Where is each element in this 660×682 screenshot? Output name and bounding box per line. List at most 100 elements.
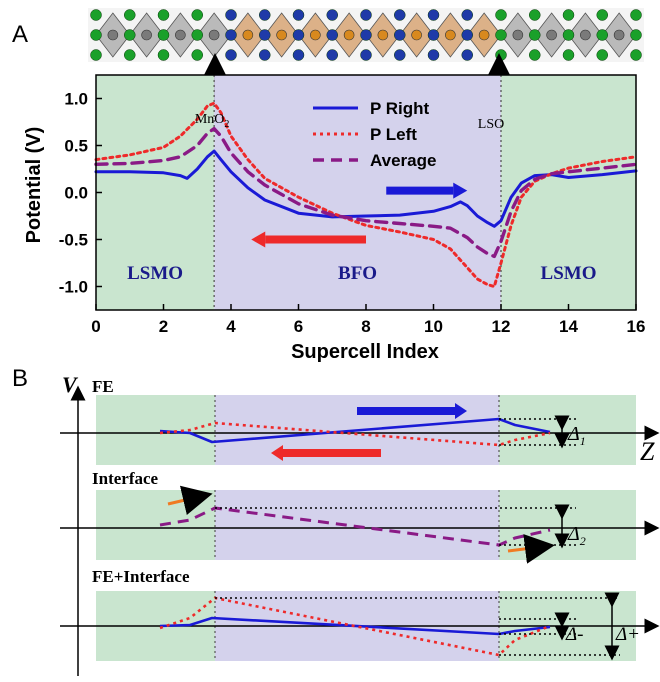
interface-label-main: MnO <box>195 112 225 127</box>
a-site-atom <box>596 49 608 61</box>
a-site-atom <box>529 9 541 21</box>
a-site-atom <box>225 49 237 61</box>
a-site-atom <box>191 9 203 21</box>
series-line-average <box>94 126 638 259</box>
a-site-atom <box>461 29 473 41</box>
a-site-atom <box>292 9 305 21</box>
panel-a-label: A <box>12 21 28 48</box>
interface-label-subscript: 2 <box>224 119 229 130</box>
a-site-atom <box>292 29 305 41</box>
b-site-atom <box>343 29 355 41</box>
a-site-atom <box>292 49 305 61</box>
y-tick-label: 1.0 <box>64 90 88 109</box>
polarization-arrow-head <box>453 182 468 199</box>
legend-label: P Right <box>370 99 430 118</box>
row-title-fe: FE <box>92 377 114 396</box>
delta-plus-label: Δ+ <box>615 624 640 645</box>
legend-label: Average <box>370 151 436 170</box>
a-site-atom <box>326 9 338 21</box>
a-site-atom <box>630 49 642 61</box>
a-site-atom <box>562 49 575 61</box>
a-site-atom <box>394 29 406 41</box>
b-site-atom <box>613 29 625 41</box>
chart-x-ticks: 0 2 4 6 8 10 12 14 16 <box>91 304 645 336</box>
a-site-atom <box>326 49 338 61</box>
series-line-p-right <box>94 149 638 228</box>
b-site-atom <box>276 29 287 41</box>
region-label: BFO <box>338 263 377 284</box>
polarization-arrow-head <box>251 231 266 248</box>
a-site-atom <box>360 9 372 21</box>
chart-legend: P Right P Left Average <box>313 99 436 170</box>
potential-chart: LSMO BFO LSMO 0 2 4 6 8 10 12 14 16 1.0 0.5 0.0 -0.5 -… <box>23 74 645 363</box>
region-label: LSMO <box>127 263 183 284</box>
y-axis-label: Potential (V) <box>23 127 45 244</box>
a-site-atom <box>225 9 237 21</box>
a-site-atom <box>427 9 440 21</box>
a-site-atom <box>427 49 440 61</box>
a-site-atom <box>630 29 642 41</box>
b-site-atom <box>580 29 591 41</box>
a-site-atom <box>427 29 440 41</box>
a-site-atom <box>495 49 507 61</box>
a-site-atom <box>259 29 271 41</box>
y-tick-label: 0.0 <box>64 184 88 203</box>
a-site-atom <box>394 9 406 21</box>
b-site-atom <box>478 29 490 41</box>
chart-series-lines <box>94 101 638 288</box>
a-site-atom <box>157 49 170 61</box>
region-label: LSMO <box>541 263 597 284</box>
series-line-p-left <box>94 101 638 288</box>
b-site-atom <box>411 29 422 41</box>
a-site-atom <box>529 29 541 41</box>
chart-y-ticks: 1.0 0.5 0.0 -0.5 -1.0 <box>59 90 102 297</box>
x-tick-label: 16 <box>627 317 646 336</box>
a-site-atom <box>596 29 608 41</box>
a-site-atom <box>259 49 271 61</box>
schematic-polarization-arrow-head <box>455 403 467 419</box>
x-axis-label: Supercell Index <box>291 341 439 363</box>
a-site-atom <box>461 49 473 61</box>
b-site-atom <box>107 29 119 41</box>
a-site-atom <box>90 9 102 21</box>
schematic-p-left-line <box>159 421 551 447</box>
a-site-atom <box>259 9 271 21</box>
b-site-atom <box>242 29 254 41</box>
schematic-polarization-arrow-head <box>271 445 283 461</box>
b-site-atom <box>445 29 456 41</box>
y-tick-label: 0.5 <box>64 137 88 156</box>
panel-b-label: B <box>12 365 28 392</box>
a-site-atom <box>124 29 136 41</box>
delta-minus-label: Δ- <box>565 624 583 645</box>
a-site-atom <box>596 9 608 21</box>
schematic-average-line <box>159 506 551 547</box>
a-site-atom <box>90 29 102 41</box>
z-axis-label: Z <box>640 437 655 466</box>
a-site-atom <box>562 29 575 41</box>
x-tick-label: 0 <box>91 317 100 336</box>
chart-region-labels: LSMO BFO LSMO <box>127 263 596 284</box>
a-site-atom <box>326 29 338 41</box>
y-tick-label: -0.5 <box>59 231 88 250</box>
region-lsmo-background <box>501 75 636 310</box>
a-site-atom <box>191 49 203 61</box>
a-site-atom <box>360 29 372 41</box>
interface-label-mno2: MnO2 <box>195 112 230 130</box>
x-tick-label: 4 <box>226 317 236 336</box>
b-site-atom <box>512 29 524 41</box>
chart-interface-lines <box>213 75 502 310</box>
b-site-atom <box>377 29 389 41</box>
x-tick-label: 8 <box>361 317 370 336</box>
a-site-atom <box>461 9 473 21</box>
a-site-atom <box>394 49 406 61</box>
interface-charge-arrow <box>167 485 213 516</box>
x-tick-label: 12 <box>492 317 511 336</box>
a-site-atom <box>630 9 642 21</box>
a-site-atom <box>529 49 541 61</box>
schematic-p-right-line <box>159 616 551 636</box>
a-site-atom <box>360 49 372 61</box>
a-site-atom <box>124 9 136 21</box>
a-site-atom <box>124 49 136 61</box>
